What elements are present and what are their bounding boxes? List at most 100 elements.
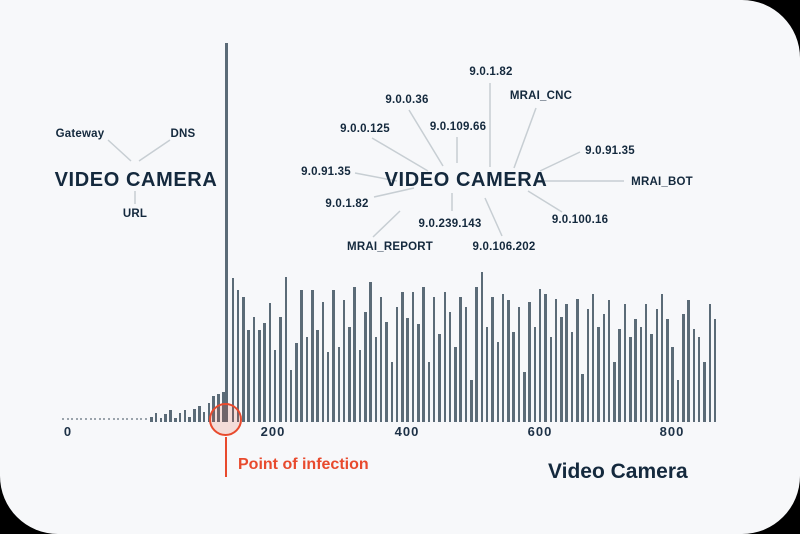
bar bbox=[634, 319, 637, 422]
axis-dot bbox=[112, 418, 115, 420]
bar bbox=[565, 304, 568, 422]
bar bbox=[713, 319, 717, 422]
bar bbox=[268, 303, 272, 422]
diagram-edge-line bbox=[408, 109, 444, 167]
bar bbox=[676, 380, 680, 422]
bar bbox=[159, 418, 163, 422]
bar bbox=[528, 302, 531, 422]
axis-dot bbox=[108, 418, 110, 420]
bar bbox=[321, 302, 325, 422]
axis-dot bbox=[75, 418, 78, 420]
bar bbox=[475, 287, 478, 422]
bar bbox=[427, 362, 431, 422]
bar bbox=[263, 323, 266, 422]
bar bbox=[332, 290, 335, 422]
point-of-infection-label: Point of infection bbox=[238, 456, 369, 473]
bar bbox=[395, 307, 399, 422]
bar bbox=[671, 347, 674, 422]
bar bbox=[448, 312, 452, 422]
axis-dot bbox=[135, 418, 138, 420]
diagram-edge-line bbox=[138, 139, 171, 162]
bar bbox=[202, 412, 206, 422]
bar bbox=[279, 317, 282, 422]
axis-dot bbox=[144, 418, 147, 420]
bar bbox=[538, 289, 542, 422]
bar bbox=[358, 350, 362, 422]
diagram-edge-line bbox=[107, 139, 132, 162]
point-of-infection-circle bbox=[209, 403, 242, 436]
bar bbox=[491, 297, 494, 422]
axis-dot bbox=[121, 418, 124, 420]
bar bbox=[348, 327, 351, 422]
bar bbox=[687, 300, 690, 422]
bar bbox=[295, 343, 298, 422]
bar bbox=[576, 299, 579, 422]
bar bbox=[443, 292, 446, 422]
bar bbox=[586, 309, 590, 422]
bar bbox=[480, 272, 484, 422]
diagram-edge-line bbox=[484, 197, 503, 237]
axis-dot bbox=[89, 418, 92, 420]
bar bbox=[231, 278, 234, 422]
node-label: 9.0.1.82 bbox=[469, 66, 512, 78]
bar bbox=[178, 413, 182, 422]
bar bbox=[597, 327, 600, 422]
bar bbox=[703, 362, 706, 422]
bar bbox=[470, 380, 473, 422]
bar bbox=[644, 304, 648, 422]
axis-dot bbox=[94, 418, 97, 420]
bar bbox=[613, 362, 616, 422]
bar bbox=[554, 299, 558, 422]
bar bbox=[464, 307, 468, 422]
bar bbox=[342, 300, 346, 422]
axis-dot bbox=[62, 418, 64, 420]
bar bbox=[207, 403, 211, 422]
diagram-edge-line bbox=[539, 151, 581, 172]
bar bbox=[697, 337, 701, 422]
bar bbox=[432, 297, 436, 422]
bar bbox=[401, 292, 404, 422]
bar bbox=[591, 294, 595, 422]
bar bbox=[390, 362, 393, 422]
bar bbox=[570, 332, 574, 422]
node-label: 9.0.109.66 bbox=[430, 121, 486, 133]
bar bbox=[284, 277, 287, 422]
bar bbox=[692, 329, 696, 422]
diagram-center-label: VIDEO CAMERA bbox=[55, 169, 218, 191]
bar bbox=[533, 327, 537, 422]
point-of-infection-connector-line bbox=[225, 437, 227, 477]
bar bbox=[623, 304, 627, 422]
bar bbox=[517, 307, 521, 422]
bar bbox=[300, 290, 303, 422]
bar bbox=[454, 347, 457, 422]
bar bbox=[708, 304, 711, 422]
bar bbox=[549, 337, 552, 422]
bar bbox=[225, 43, 228, 422]
bar bbox=[411, 292, 415, 422]
node-label: MRAI_CNC bbox=[510, 90, 572, 102]
diagram-edge-line bbox=[372, 210, 401, 238]
bar bbox=[174, 418, 177, 422]
bar bbox=[273, 350, 277, 422]
diagram-edge-line bbox=[354, 172, 398, 182]
node-label: 9.0.1.82 bbox=[325, 198, 368, 210]
axis-dot bbox=[117, 418, 120, 420]
bar bbox=[523, 372, 526, 422]
diagram-edge-line bbox=[371, 137, 429, 172]
bar bbox=[369, 282, 372, 422]
bar bbox=[406, 318, 409, 422]
bar bbox=[438, 334, 441, 422]
bar bbox=[242, 297, 245, 422]
bar bbox=[660, 294, 664, 422]
bar bbox=[258, 330, 261, 422]
bar bbox=[337, 347, 340, 422]
bar bbox=[183, 410, 187, 422]
axis-dot bbox=[98, 418, 101, 420]
node-label: URL bbox=[123, 208, 147, 220]
bar bbox=[544, 294, 547, 422]
axis-dot bbox=[103, 418, 106, 420]
bar bbox=[311, 290, 314, 422]
bar bbox=[364, 312, 367, 422]
bar bbox=[496, 342, 499, 422]
bar bbox=[289, 370, 293, 422]
